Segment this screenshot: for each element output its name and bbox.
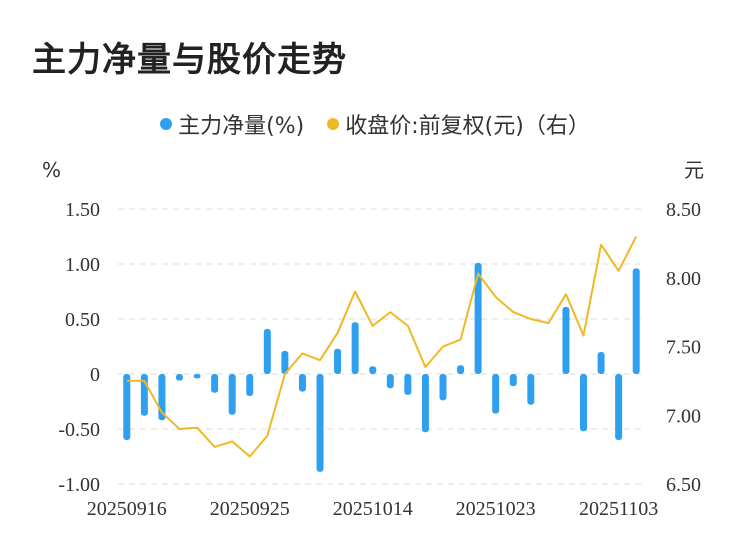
left-tick-label: -0.50 [58,419,100,441]
net-volume-bar[interactable] [509,374,517,387]
left-tick-label: 0.50 [65,309,100,331]
right-tick-label: 8.00 [666,268,701,290]
net-volume-bar[interactable] [562,306,570,374]
left-tick-label: 1.00 [65,254,100,276]
legend-label-close-price: 收盘价:前复权(元)（右） [345,114,590,139]
legend-label-net-volume: 主力净量(%) [178,114,305,139]
net-volume-bar[interactable] [580,374,588,432]
left-tick-label: 0 [90,364,100,386]
legend-dot-line [327,118,340,130]
net-volume-bar[interactable] [597,352,605,374]
close-price-line[interactable] [126,236,638,458]
net-volume-bar[interactable] [334,348,342,374]
left-tick-label: 1.50 [65,199,100,221]
right-tick-label: 6.50 [666,474,701,496]
right-axis-unit: 元 [684,158,704,182]
x-tick-label: 20251023 [456,498,536,520]
net-volume-bar[interactable] [492,374,500,414]
x-tick-label: 20250925 [210,498,290,520]
net-volume-bar[interactable] [474,262,482,374]
legend-item-close-price[interactable]: 收盘价:前复权(元)（右） [327,108,590,140]
net-volume-bar[interactable] [421,374,429,433]
left-tick-label: -1.00 [58,474,100,496]
net-volume-bar[interactable] [386,374,394,389]
net-volume-bar[interactable] [457,365,465,374]
net-volume-bar[interactable] [404,374,412,395]
net-volume-bar[interactable] [228,374,236,415]
net-volume-bar[interactable] [632,268,640,374]
x-tick-label: 20251103 [579,498,658,520]
net-volume-bar[interactable] [369,366,377,374]
net-volume-bar[interactable] [246,374,254,396]
legend-dot-bar [160,118,173,130]
net-volume-bar[interactable] [615,374,623,440]
right-tick-label: 8.50 [666,199,701,221]
x-tick-label: 20250916 [87,498,167,520]
net-volume-bar[interactable] [123,374,131,440]
net-volume-bar[interactable] [351,322,359,374]
net-volume-bar[interactable] [281,350,289,374]
net-volume-bar[interactable] [527,374,535,405]
net-volume-bar[interactable] [439,374,447,401]
legend: 主力净量(%) 收盘价:前复权(元)（右） [0,108,750,140]
right-tick-label: 7.50 [666,337,701,359]
net-volume-bar[interactable] [298,374,306,392]
net-volume-bar[interactable] [211,374,219,393]
net-volume-bar[interactable] [193,374,201,379]
net-volume-bar[interactable] [175,374,183,381]
legend-item-net-volume[interactable]: 主力净量(%) [160,108,304,140]
left-axis-unit: % [42,158,61,182]
chart-title: 主力净量与股价走势 [32,40,347,80]
right-tick-label: 7.00 [666,405,701,427]
net-volume-bar[interactable] [263,328,271,374]
x-tick-label: 20251014 [333,498,413,520]
net-volume-bar[interactable] [316,374,324,472]
